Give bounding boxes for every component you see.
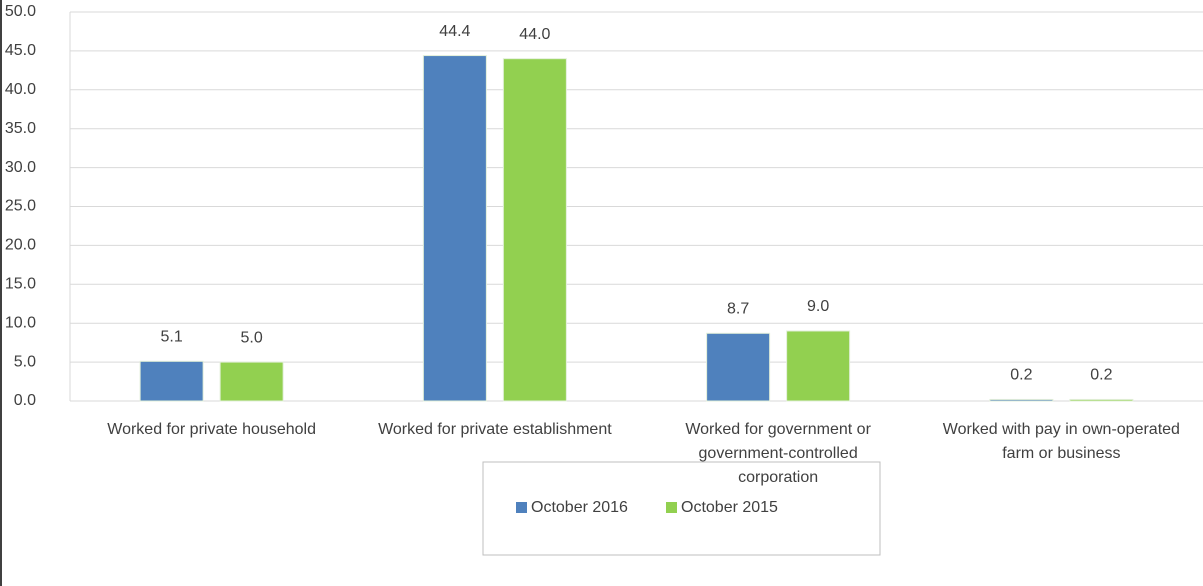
data-label: 8.7 (727, 301, 749, 318)
legend-label: October 2015 (681, 499, 778, 516)
bar (786, 330, 851, 402)
y-tick-label: 0.0 (14, 392, 36, 409)
x-tick-label: Worked for government or government-cont… (685, 421, 871, 486)
data-label: 44.4 (439, 23, 470, 40)
legend-box (482, 461, 881, 556)
x-tick-label: Worked for private household (107, 421, 316, 438)
bar (502, 58, 567, 402)
y-tick-label: 5.0 (14, 353, 36, 370)
y-tick-label: 50.0 (5, 3, 36, 20)
bar (219, 361, 284, 402)
bar (989, 398, 1054, 402)
x-tick-label: Worked for private establishment (378, 421, 612, 438)
data-label: 44.0 (519, 26, 550, 43)
legend-label: October 2016 (531, 499, 628, 516)
y-tick-label: 25.0 (5, 198, 36, 215)
legend-swatch (666, 502, 677, 513)
y-tick-label: 15.0 (5, 276, 36, 293)
y-tick-label: 45.0 (5, 42, 36, 59)
data-label: 0.2 (1010, 367, 1032, 384)
data-label: 5.1 (161, 329, 183, 346)
bar (1069, 398, 1134, 402)
data-label: 5.0 (241, 329, 263, 346)
y-tick-label: 30.0 (5, 159, 36, 176)
y-tick-label: 10.0 (5, 314, 36, 331)
bar (422, 55, 487, 402)
y-tick-label: 40.0 (5, 81, 36, 98)
data-label: 9.0 (807, 298, 829, 315)
legend-swatch (516, 502, 527, 513)
x-tick-label: Worked with pay in own-operated farm or … (942, 421, 1180, 462)
bar (706, 332, 771, 402)
y-tick-label: 35.0 (5, 120, 36, 137)
y-tick-label: 20.0 (5, 237, 36, 254)
bar (139, 360, 204, 402)
data-label: 0.2 (1090, 367, 1112, 384)
